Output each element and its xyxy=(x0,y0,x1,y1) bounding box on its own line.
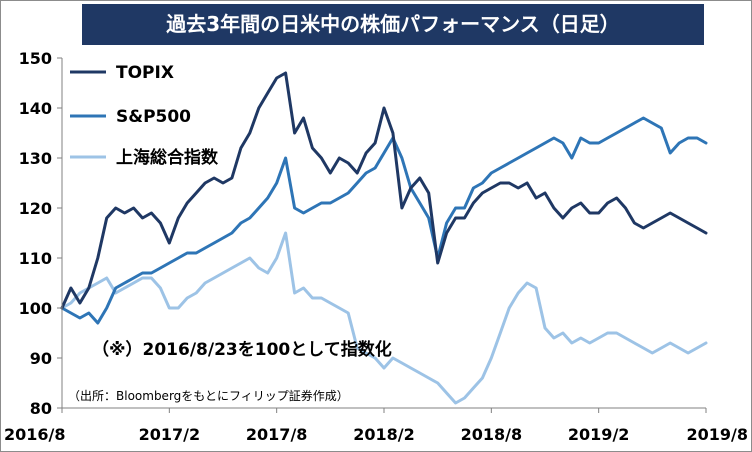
x-axis: 2016/8 2017/2 2017/8 2018/2 2018/8 2019/2 2019… xyxy=(4,407,748,444)
x-tick-label: 2018/2 xyxy=(353,425,415,444)
x-tick-label: 2018/8 xyxy=(461,425,523,444)
x-tick-label: 2019/8 xyxy=(686,425,748,444)
y-tick-label: 130 xyxy=(19,149,52,168)
y-tick-label: 110 xyxy=(19,249,52,268)
x-tick-label: 2017/8 xyxy=(246,425,308,444)
y-tick-label: 120 xyxy=(19,199,52,218)
source-note: （出所：Bloombergをもとにフィリップ証券作成） xyxy=(68,388,349,403)
y-tick-label: 150 xyxy=(19,49,52,68)
y-tick-label: 140 xyxy=(19,99,52,118)
x-tick-label: 2016/8 xyxy=(4,425,66,444)
legend-label: TOPIX xyxy=(116,63,174,83)
series-line-0 xyxy=(60,71,708,310)
x-tick-label: 2019/2 xyxy=(568,425,630,444)
y-axis: 80 90 100 110 120 130 140 150 xyxy=(19,49,63,418)
x-tick-label: 2017/2 xyxy=(139,425,201,444)
chart-note: （※）2016/8/23を100として指数化 xyxy=(92,339,392,360)
series-line-2 xyxy=(60,231,708,405)
chart-title: 過去3年間の日米中の株価パフォーマンス（日足） xyxy=(82,4,704,45)
legend-label: S&P500 xyxy=(116,107,191,127)
legend-label: 上海総合指数 xyxy=(116,147,219,168)
plot-lines xyxy=(60,71,708,405)
y-tick-label: 80 xyxy=(30,399,52,418)
legend: TOPIX S&P500 上海総合指数 xyxy=(70,63,219,168)
series-line-1 xyxy=(60,116,708,325)
y-tick-label: 90 xyxy=(30,349,52,368)
y-tick-label: 100 xyxy=(19,299,52,318)
